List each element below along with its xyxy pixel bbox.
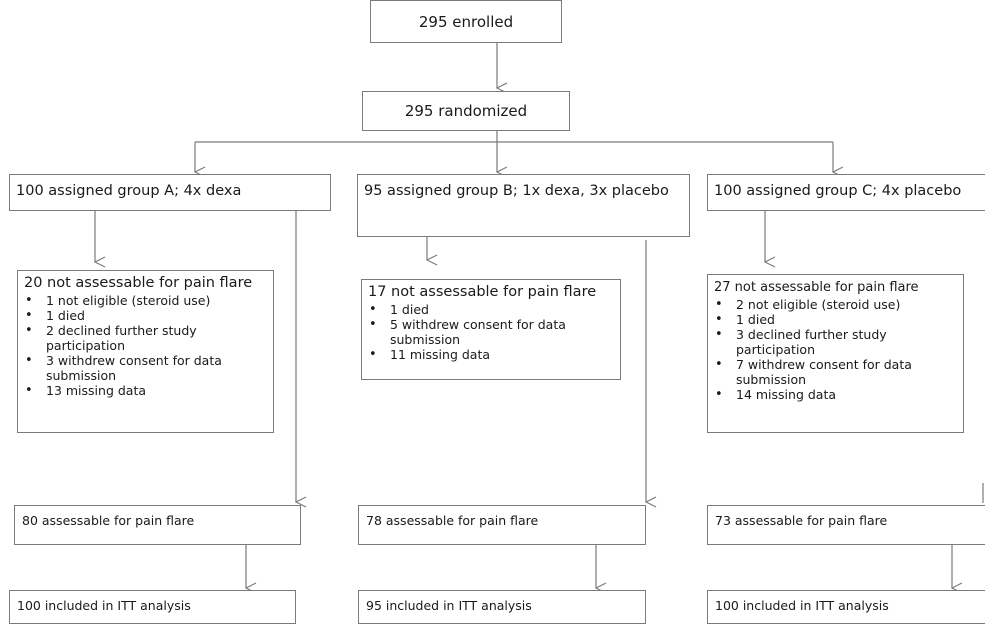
randomized-label: 295 randomized [404,102,528,120]
group-b-header-box: 95 assigned group B; 1x dexa, 3x placebo [357,174,690,237]
group-b-itt: 95 included in ITT analysis [366,598,532,613]
group-b-excluded-box: 17 not assessable for pain flare 1 died … [361,279,621,380]
group-a-itt-box: 100 included in ITT analysis [9,590,296,624]
group-b-assessable: 78 assessable for pain flare [366,513,539,528]
list-item: 3 withdrew consent for data submission [24,353,267,383]
list-item: 11 missing data [368,347,614,362]
group-a-excluded-box: 20 not assessable for pain flare 1 not e… [17,270,274,433]
group-a-assessable-box: 80 assessable for pain flare [14,505,301,545]
list-item: 7 withdrew consent for data submission [714,357,957,387]
list-item: 3 declined further study participation [714,327,957,357]
group-a-assessable: 80 assessable for pain flare [22,513,195,528]
randomized-box: 295 randomized [362,91,570,131]
group-a-header: 100 assigned group A; 4x dexa [16,183,242,199]
group-a-itt: 100 included in ITT analysis [17,598,191,613]
group-c-itt-box: 100 included in ITT analysis [707,590,985,624]
group-c-itt: 100 included in ITT analysis [715,598,889,613]
list-item: 1 not eligible (steroid use) [24,293,267,308]
list-item: 14 missing data [714,387,957,402]
group-c-excluded-list: 2 not eligible (steroid use) 1 died 3 de… [714,297,957,402]
group-b-itt-box: 95 included in ITT analysis [358,590,646,624]
group-c-header: 100 assigned group C; 4x placebo [714,183,962,199]
list-item: 1 died [368,302,614,317]
list-item: 1 died [24,308,267,323]
list-item: 2 not eligible (steroid use) [714,297,957,312]
group-a-header-box: 100 assigned group A; 4x dexa [9,174,331,211]
group-b-header: 95 assigned group B; 1x dexa, 3x placebo [364,183,669,199]
enrolled-label: 295 enrolled [418,12,514,31]
group-c-excluded-box: 27 not assessable for pain flare 2 not e… [707,274,964,433]
group-b-excluded-title: 17 not assessable for pain flare [368,284,597,300]
list-item: 1 died [714,312,957,327]
group-b-excluded-list: 1 died 5 withdrew consent for data submi… [368,302,614,362]
group-c-header-box: 100 assigned group C; 4x placebo [707,174,985,211]
group-a-excluded-title: 20 not assessable for pain flare [24,275,253,291]
group-c-assessable: 73 assessable for pain flare [715,513,888,528]
group-b-assessable-box: 78 assessable for pain flare [358,505,646,545]
enrolled-box: 295 enrolled [370,0,562,43]
list-item: 5 withdrew consent for data submission [368,317,614,347]
group-c-excluded-title: 27 not assessable for pain flare [714,280,919,295]
group-a-excluded-list: 1 not eligible (steroid use) 1 died 2 de… [24,293,267,398]
list-item: 2 declined further study participation [24,323,267,353]
list-item: 13 missing data [24,383,267,398]
group-c-assessable-box: 73 assessable for pain flare [707,505,985,545]
